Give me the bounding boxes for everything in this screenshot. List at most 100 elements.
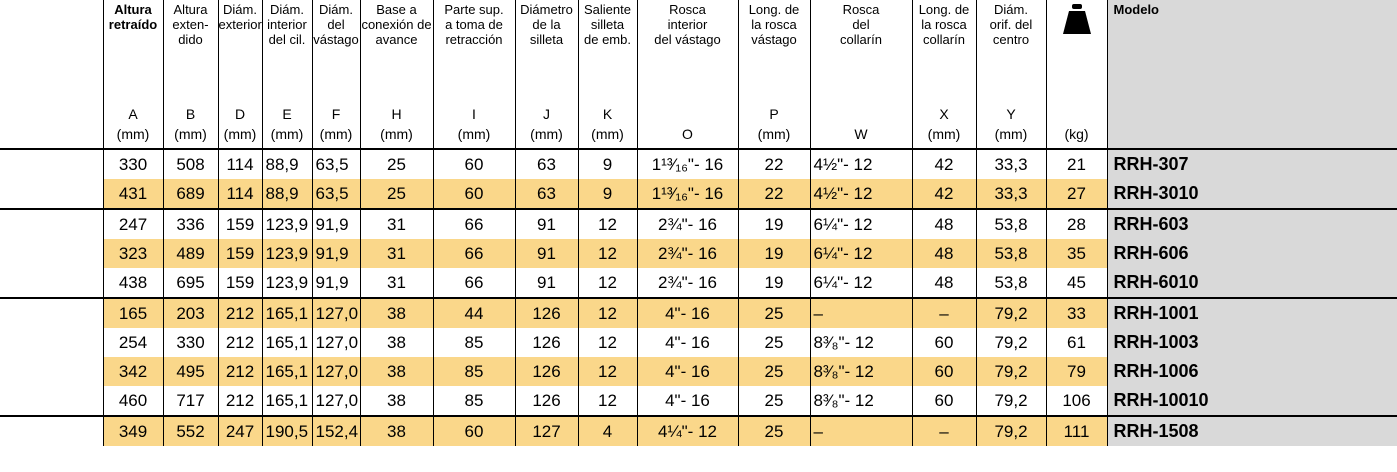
data-cell: 159 (217, 208, 262, 239)
blank-cell (0, 239, 103, 268)
data-cell: 60 (432, 179, 515, 209)
data-row: 342 495 212 165,1 127,0 38 85 126 12 4"- 16 25 8³⁄₈… (0, 357, 1397, 386)
column-header: Diám. del vástago F (mm) (311, 0, 360, 150)
data-cell: 152,4 (311, 415, 360, 446)
column-name: Parte sup. a toma de retracción (444, 2, 504, 47)
data-cell: 349 (102, 415, 163, 446)
unit-line: (kg) (1047, 124, 1107, 144)
data-cell: 31 (359, 268, 433, 298)
column-name: Saliente silleta de emb. (584, 2, 631, 47)
data-cell: 48 (911, 268, 976, 298)
data-cell: 123,9 (261, 268, 312, 298)
data-cell: 330 (102, 149, 163, 179)
column-header: (kg) (1045, 0, 1107, 150)
model-cell: RRH-3010 (1106, 179, 1397, 209)
model-cell: RRH-10010 (1106, 386, 1397, 416)
header-bottom: E (mm) (263, 104, 312, 148)
model-cell: RRH-1508 (1106, 415, 1397, 446)
data-cell: 22 (737, 179, 810, 209)
header-bottom: J (mm) (516, 104, 578, 148)
data-cell: 1¹³⁄₁₆"- 16 (636, 179, 738, 209)
data-row: 330 508 114 88,9 63,5 25 60 63 9 1¹³⁄₁₆"- 16 22 4½"… (0, 149, 1397, 179)
data-cell: 42 (911, 179, 976, 209)
data-cell: 6¼"- 12 (809, 268, 912, 298)
column-letter: W (854, 126, 868, 142)
data-cell: 85 (432, 386, 515, 416)
column-header: Diám. orif. del centro Y (mm) (975, 0, 1046, 150)
unit-line: (mm) (263, 124, 312, 144)
column-name: Diámetro de la silleta (520, 2, 573, 47)
data-cell: 438 (102, 268, 163, 298)
column-name: Rosca del collarín (840, 2, 882, 47)
data-cell: 4"- 16 (636, 386, 738, 416)
column-header: Altura exten- dido B (mm) (162, 0, 218, 150)
data-cell: 31 (359, 208, 433, 239)
data-row: 460 717 212 165,1 127,0 38 85 126 12 4"- 16 25 8³⁄₈… (0, 386, 1397, 416)
data-cell: 19 (737, 268, 810, 298)
column-name: Base a conexión de avance (361, 2, 432, 47)
header-top: Diámetro de la silleta (516, 2, 578, 47)
data-cell: 431 (102, 179, 163, 209)
blank-cell (0, 149, 103, 179)
data-cell: 66 (432, 268, 515, 298)
data-cell: 53,8 (975, 239, 1046, 268)
column-unit: (kg) (1064, 126, 1089, 142)
column-unit: (mm) (530, 126, 563, 142)
data-cell: 123,9 (261, 239, 312, 268)
data-cell: 33 (1045, 297, 1107, 328)
column-unit: (mm) (116, 126, 150, 142)
data-cell: 60 (911, 357, 976, 386)
data-cell: – (911, 297, 976, 328)
letter-line: X (913, 104, 976, 124)
column-unit: (mm) (994, 126, 1028, 142)
data-cell: 9 (577, 149, 637, 179)
letter-line: W (811, 124, 912, 144)
data-cell: 60 (432, 415, 515, 446)
data-cell: 27 (1045, 179, 1107, 209)
model-cell: RRH-1003 (1106, 328, 1397, 357)
data-cell: 126 (514, 386, 578, 416)
letter-line: F (313, 104, 360, 124)
header-top: Diám. exterior (219, 2, 262, 32)
header-bottom: D (mm) (219, 104, 262, 148)
column-letter: P (769, 106, 779, 122)
data-cell: 45 (1045, 268, 1107, 298)
column-unit: (mm) (457, 126, 491, 142)
header-cell: Altura retraído A (mm) (104, 0, 163, 148)
data-cell: 38 (359, 415, 433, 446)
letter-line: P (739, 104, 810, 124)
data-cell: 9 (577, 179, 637, 209)
data-cell: 28 (1045, 208, 1107, 239)
header-bottom: (kg) (1047, 124, 1107, 148)
data-cell: 552 (162, 415, 218, 446)
column-unit: (mm) (319, 126, 353, 142)
header-cell: Base a conexión de avance H (mm) (361, 0, 433, 148)
column-letter: O (682, 126, 693, 142)
header-cell: Diám. exterior D (mm) (219, 0, 262, 148)
data-cell: 212 (217, 386, 262, 416)
data-cell: 33,3 (975, 149, 1046, 179)
data-cell: 4½"- 12 (809, 149, 912, 179)
header-bottom: O (638, 124, 738, 148)
data-cell: 91,9 (311, 239, 360, 268)
data-cell: 165,1 (261, 357, 312, 386)
letter-line: B (164, 104, 218, 124)
data-cell: 31 (359, 239, 433, 268)
data-row: 349 552 247 190,5 152,4 38 60 127 4 4¼"- 12 25– –79… (0, 415, 1397, 446)
data-cell: 4¼"- 12 (636, 415, 738, 446)
column-header: Saliente silleta de emb. K (mm) (577, 0, 637, 150)
data-row: 247 336 159 123,9 91,9 31 66 91 12 2¾"- 16 19 6¼"- … (0, 208, 1397, 239)
header-cell: Diám. del vástago F (mm) (313, 0, 360, 148)
letter-line: D (219, 104, 262, 124)
header-bottom: A (mm) (104, 104, 163, 148)
data-cell: 4"- 16 (636, 328, 738, 357)
column-unit: (mm) (223, 126, 257, 142)
column-letter: K (602, 106, 613, 122)
data-row: 431 689 114 88,9 63,5 25 60 63 9 1¹³⁄₁₆"- 16 22 4½"… (0, 179, 1397, 209)
data-cell: 91,9 (311, 268, 360, 298)
data-cell: 63,5 (311, 179, 360, 209)
column-name: Long. de la rosca vástago (748, 2, 800, 47)
data-row: 323 489 159 123,9 91,9 31 66 91 12 2¾"- 16 19 6¼"- … (0, 239, 1397, 268)
letter-line: E (263, 104, 312, 124)
data-cell: 203 (162, 297, 218, 328)
